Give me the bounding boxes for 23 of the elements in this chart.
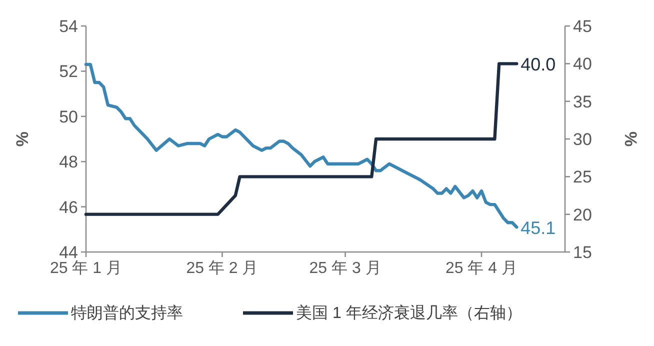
y-tick-label: 52: [59, 62, 78, 82]
y2-tick-label: 45: [573, 17, 592, 36]
y2-tick-label: 15: [573, 243, 592, 262]
y2-axis-title: %: [621, 131, 640, 147]
legend-label: 特朗普的支持率: [71, 304, 183, 322]
x-tick-label: 25 年 4 月: [445, 260, 518, 277]
x-tick-label: 25 年 2 月: [186, 260, 258, 277]
data-label: 45.1: [520, 218, 556, 238]
y-tick-label: 48: [59, 152, 78, 172]
y-tick-label: 44: [59, 243, 78, 262]
x-tick-label: 25 年 1 月: [50, 260, 122, 277]
legend-label: 美国 1 年经济衰退几率（右轴）: [296, 304, 522, 322]
y2-tick-label: 25: [573, 168, 592, 187]
x-tick-label: 25 年 3 月: [309, 260, 382, 277]
y2-tick-label: 30: [573, 130, 592, 149]
y2-tick-label: 35: [573, 92, 592, 112]
data-label: 40.0: [520, 54, 556, 75]
y2-tick-label: 40: [573, 54, 592, 74]
y-tick-label: 50: [59, 107, 78, 126]
y2-tick-label: 20: [573, 205, 592, 224]
y-axis-title: %: [13, 131, 32, 147]
y-tick-label: 54: [59, 17, 78, 36]
y-tick-label: 46: [59, 198, 78, 217]
